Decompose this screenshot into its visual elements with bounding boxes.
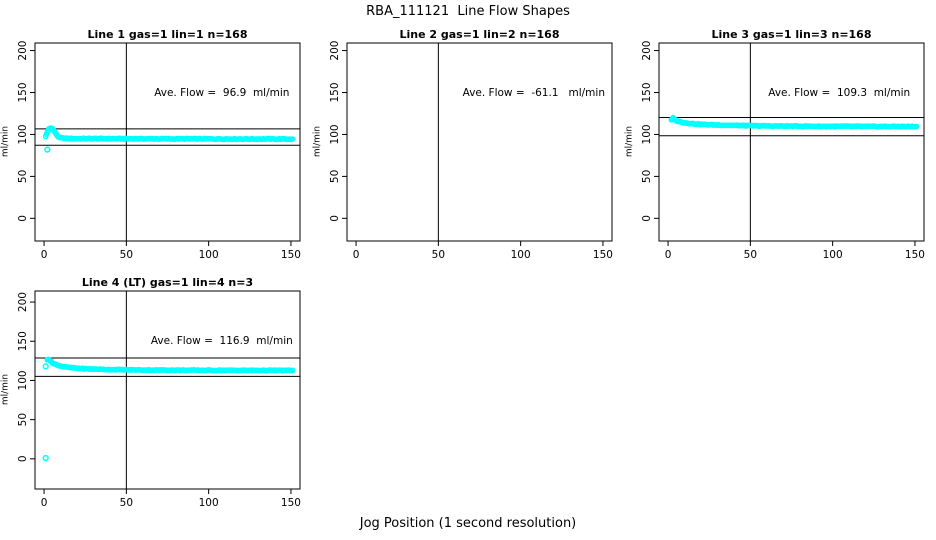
svg-text:100: 100: [17, 370, 29, 390]
scatter-plot-line-3: 0 50 100 150 0 50 100 150 200: [641, 41, 925, 261]
ave-flow-annotation: Ave. Flow = 96.9 ml/min: [154, 86, 290, 99]
plot-panel-line-3: 0 50 100 150 0 50 100 150 200 Line 3 gas=1 lin=3…: [624, 18, 936, 288]
svg-text:150: 150: [329, 82, 341, 102]
svg-text:100: 100: [329, 124, 341, 144]
svg-text:50: 50: [120, 249, 133, 261]
svg-text:100: 100: [199, 497, 219, 509]
svg-text:0: 0: [17, 215, 29, 222]
svg-text:0: 0: [329, 215, 341, 222]
subplot-title: Line 1 gas=1 lin=1 n=168: [87, 28, 248, 41]
x-axis-label: Jog Position (1 second resolution): [359, 516, 577, 531]
plot-panel-line-2: 0 50 100 150 0 50 100 150 200 Line 2 gas=1 lin=2…: [312, 18, 642, 288]
ave-flow-annotation: Ave. Flow = -61.1 ml/min: [462, 86, 605, 99]
y-axis-label: ml/min: [312, 125, 323, 158]
plot-panel-line-4: 0 50 100 150 0 50 100 150 200 Line 4 (LT) gas=1 …: [0, 266, 330, 536]
svg-text:200: 200: [641, 41, 653, 61]
svg-text:0: 0: [641, 215, 653, 222]
svg-text:200: 200: [17, 41, 29, 61]
svg-text:50: 50: [641, 170, 653, 183]
svg-text:0: 0: [353, 249, 360, 261]
svg-text:0: 0: [665, 249, 672, 261]
svg-text:150: 150: [281, 497, 301, 509]
subplot-title: Line 3 gas=1 lin=3 n=168: [711, 28, 872, 41]
ave-flow-annotation: Ave. Flow = 109.3 ml/min: [768, 86, 911, 99]
svg-text:150: 150: [641, 82, 653, 102]
svg-text:0: 0: [17, 455, 29, 462]
subplot-title: Line 4 (LT) gas=1 lin=4 n=3: [81, 276, 254, 289]
svg-text:150: 150: [905, 249, 925, 261]
svg-text:100: 100: [199, 249, 219, 261]
scatter-plot-line-1: 0 50 100 150 0 50 100 150 200: [17, 41, 301, 261]
svg-text:50: 50: [17, 413, 29, 426]
svg-text:150: 150: [17, 82, 29, 102]
svg-text:200: 200: [329, 41, 341, 61]
svg-text:100: 100: [641, 124, 653, 144]
scatter-plot-line-4: 0 50 100 150 0 50 100 150 200: [17, 290, 301, 509]
svg-text:50: 50: [744, 249, 757, 261]
y-axis-label: ml/min: [624, 125, 635, 158]
svg-text:50: 50: [329, 170, 341, 183]
svg-text:0: 0: [41, 249, 48, 261]
svg-text:100: 100: [511, 249, 531, 261]
svg-text:150: 150: [593, 249, 613, 261]
ave-flow-annotation: Ave. Flow = 116.9 ml/min: [150, 335, 293, 348]
svg-text:50: 50: [17, 170, 29, 183]
svg-text:200: 200: [17, 292, 29, 312]
scatter-plot-line-2: 0 50 100 150 0 50 100 150 200: [329, 41, 613, 261]
plot-panel-line-1: 0 50 100 150 0 50 100 150 200 Line 1 gas=1 lin=1…: [0, 18, 330, 288]
y-axis-label: ml/min: [0, 125, 11, 158]
svg-text:100: 100: [823, 249, 843, 261]
svg-text:150: 150: [17, 331, 29, 351]
subplot-title: Line 2 gas=1 lin=2 n=168: [399, 28, 560, 41]
svg-text:100: 100: [17, 124, 29, 144]
svg-text:150: 150: [281, 249, 301, 261]
svg-text:0: 0: [41, 497, 48, 509]
y-axis-label: ml/min: [0, 373, 11, 406]
figure-title: RBA_111121 Line Flow Shapes: [366, 4, 570, 19]
svg-text:50: 50: [120, 497, 133, 509]
svg-text:50: 50: [432, 249, 445, 261]
